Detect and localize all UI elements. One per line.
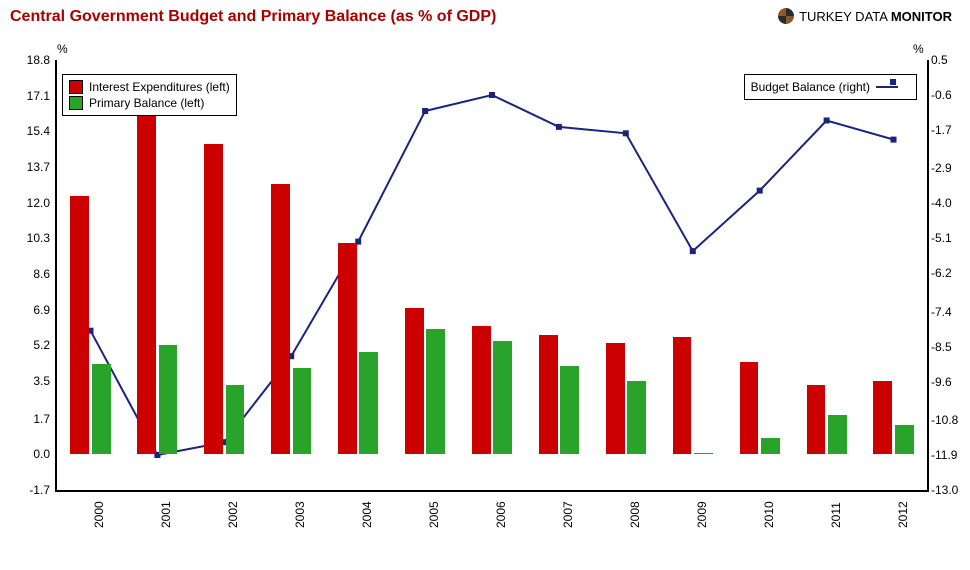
bar-interest <box>472 326 491 454</box>
bar-primary <box>293 368 312 454</box>
y-left-tick: 6.9 <box>10 303 50 317</box>
y-left-tick: 15.4 <box>10 124 50 138</box>
chart-title: Central Government Budget and Primary Ba… <box>10 8 496 26</box>
y-left-tick: 10.3 <box>10 231 50 245</box>
logo: TURKEY DATA MONITOR <box>778 8 952 24</box>
y-right-tick: -11.9 <box>931 448 970 462</box>
y-left-tick: 3.5 <box>10 374 50 388</box>
y-right-tick: -10.8 <box>931 413 970 427</box>
x-tick: 2003 <box>293 501 307 528</box>
y-right-tick: -5.1 <box>931 231 970 245</box>
x-tick: 2008 <box>628 501 642 528</box>
bar-primary <box>828 415 847 455</box>
bar-primary <box>560 366 579 454</box>
x-tick: 2010 <box>762 501 776 528</box>
legend-marker-icon <box>890 79 896 85</box>
legend-left: Interest Expenditures (left)Primary Bala… <box>62 74 237 116</box>
marker-budget <box>690 248 696 254</box>
bar-primary <box>226 385 245 454</box>
legend-label: Budget Balance (right) <box>751 79 870 95</box>
y-right-title: % <box>913 42 924 56</box>
bar-interest <box>539 335 558 455</box>
line-layer <box>57 60 927 490</box>
bar-interest <box>606 343 625 454</box>
y-right-tick: -13.0 <box>931 483 970 497</box>
y-left-tick: 0.0 <box>10 447 50 461</box>
x-tick: 2004 <box>360 501 374 528</box>
y-left-tick: 13.7 <box>10 160 50 174</box>
bar-interest <box>740 362 759 454</box>
marker-budget <box>422 108 428 114</box>
bar-interest <box>271 184 290 455</box>
bar-primary <box>694 453 713 454</box>
bar-interest <box>673 337 692 454</box>
marker-budget <box>824 118 830 124</box>
bar-primary <box>761 438 780 455</box>
y-left-tick: 8.6 <box>10 267 50 281</box>
bar-interest <box>137 96 156 455</box>
marker-budget <box>891 137 897 143</box>
y-left-tick: 5.2 <box>10 338 50 352</box>
x-tick: 2007 <box>561 501 575 528</box>
marker-budget <box>623 130 629 136</box>
y-right-tick: -1.7 <box>931 123 970 137</box>
logo-text: TURKEY DATA MONITOR <box>799 9 952 24</box>
y-right-tick: 0.5 <box>931 53 970 67</box>
x-tick: 2009 <box>695 501 709 528</box>
bar-primary <box>493 341 512 454</box>
marker-budget <box>489 92 495 98</box>
x-tick: 2000 <box>92 501 106 528</box>
y-right-tick: -9.6 <box>931 375 970 389</box>
legend-label: Interest Expenditures (left) <box>89 79 230 95</box>
legend-line-icon <box>876 86 898 88</box>
marker-budget <box>556 124 562 130</box>
bar-interest <box>70 196 89 454</box>
y-right-tick: -2.9 <box>931 161 970 175</box>
bar-primary <box>627 381 646 454</box>
y-left-tick: 18.8 <box>10 53 50 67</box>
x-tick: 2012 <box>896 501 910 528</box>
y-left-tick: 12.0 <box>10 196 50 210</box>
logo-pie-icon <box>778 8 794 24</box>
y-right-tick: -6.2 <box>931 266 970 280</box>
chart-container: Central Government Budget and Primary Ba… <box>0 0 970 570</box>
y-left-tick: 17.1 <box>10 89 50 103</box>
y-right-tick: -4.0 <box>931 196 970 210</box>
y-left-tick: 1.7 <box>10 412 50 426</box>
legend-right: Budget Balance (right) <box>744 74 917 100</box>
y-left-tick: -1.7 <box>10 483 50 497</box>
y-left-title: % <box>57 42 68 56</box>
bar-interest <box>807 385 826 454</box>
x-tick: 2011 <box>829 502 843 528</box>
marker-budget <box>757 188 763 194</box>
legend-item: Interest Expenditures (left) <box>69 79 230 95</box>
plot-area <box>55 60 929 492</box>
x-tick: 2006 <box>494 501 508 528</box>
y-right-tick: -8.5 <box>931 340 970 354</box>
y-right-tick: -0.6 <box>931 88 970 102</box>
bar-primary <box>359 352 378 455</box>
bar-interest <box>873 381 892 454</box>
y-right-tick: -7.4 <box>931 305 970 319</box>
bar-primary <box>92 364 111 454</box>
legend-item: Primary Balance (left) <box>69 95 230 111</box>
bar-interest <box>405 308 424 455</box>
bar-primary <box>426 329 445 455</box>
bar-primary <box>895 425 914 454</box>
x-tick: 2001 <box>159 501 173 528</box>
legend-item: Budget Balance (right) <box>751 79 910 95</box>
legend-swatch-icon <box>69 80 83 94</box>
bar-interest <box>338 243 357 455</box>
bar-primary <box>159 345 178 454</box>
x-tick: 2002 <box>226 501 240 528</box>
bar-interest <box>204 144 223 454</box>
x-tick: 2005 <box>427 501 441 528</box>
legend-label: Primary Balance (left) <box>89 95 204 111</box>
legend-swatch-icon <box>69 96 83 110</box>
